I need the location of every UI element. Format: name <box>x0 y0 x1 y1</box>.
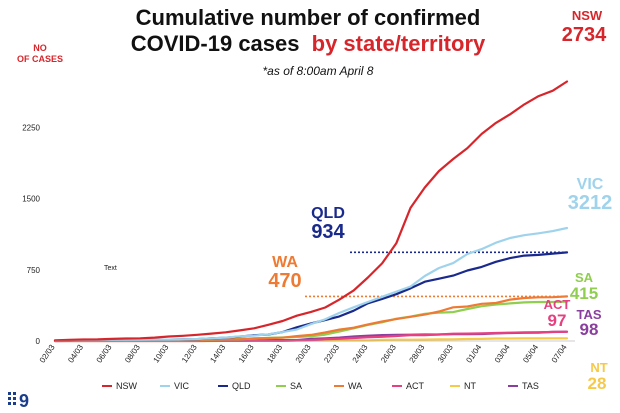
chart-title-line2-main: COVID-19 cases <box>131 31 300 56</box>
logo-text: 9 <box>19 391 29 411</box>
nine-network-icon: 9 <box>8 391 29 411</box>
x-tick-label: 28/03 <box>408 343 427 365</box>
annotation-nsw-name: NSW <box>572 8 603 23</box>
x-tick-label: 22/03 <box>322 343 341 365</box>
annotation-nsw-value: 2734 <box>562 24 607 46</box>
legend-label-nt: NT <box>464 381 476 391</box>
x-tick-label: 12/03 <box>180 343 199 365</box>
reference-lines <box>305 251 567 298</box>
annotation-nt-name: NT <box>590 360 607 375</box>
x-tick-label: 07/04 <box>550 343 569 365</box>
legend-label-tas: TAS <box>522 381 539 391</box>
y-tick-label: 0 <box>36 337 41 346</box>
legend-label-nsw: NSW <box>116 381 138 391</box>
annotation-tas-value: 98 <box>580 320 599 339</box>
legend-label-act: ACT <box>406 381 425 391</box>
x-tick-label: 14/03 <box>208 343 227 365</box>
annotation-qld-name: QLD <box>311 205 345 222</box>
annotation-vic-value: 3212 <box>568 192 613 214</box>
x-tick-label: 18/03 <box>265 343 284 365</box>
annotation-sa-name: SA <box>575 270 594 285</box>
chart-title-line2: COVID-19 cases by state/territory <box>131 31 486 56</box>
x-tick-label: 08/03 <box>123 343 142 365</box>
legend: NSW VIC QLD SA WA ACT NT TAS <box>102 381 539 391</box>
annotation-qld-value: 934 <box>311 221 345 243</box>
x-tick-label: 10/03 <box>152 343 171 365</box>
x-tick-label: 26/03 <box>379 343 398 365</box>
legend-label-vic: VIC <box>174 381 190 391</box>
annotation-vic-name: VIC <box>577 176 604 193</box>
y-axis-label-line2: OF CASES <box>17 54 63 64</box>
series-line-nsw <box>53 80 569 342</box>
legend-label-wa: WA <box>348 381 362 391</box>
chart-subtitle: *as of 8:00am April 8 <box>263 64 374 78</box>
x-tick-label: 20/03 <box>294 343 313 365</box>
x-tick-label: 24/03 <box>351 343 370 365</box>
x-tick-label: 30/03 <box>436 343 455 365</box>
y-axis-ticks: 0 750 1500 2250 <box>22 123 40 346</box>
y-tick-label: 1500 <box>22 195 40 204</box>
annotation-act-value: 97 <box>548 311 567 330</box>
x-tick-label: 02/03 <box>38 343 57 365</box>
legend-label-qld: QLD <box>232 381 251 391</box>
y-tick-label: 2250 <box>22 123 40 132</box>
annotation-wa-value: 470 <box>268 270 301 292</box>
annotation-wa-name: WA <box>272 254 298 271</box>
chart-title-accent: by state/territory <box>312 31 486 56</box>
x-axis-ticks: 02/03 04/03 06/03 08/03 10/03 12/03 14/03 16/03… <box>38 343 569 365</box>
x-tick-label: 16/03 <box>237 343 256 365</box>
x-tick-label: 04/03 <box>66 343 85 365</box>
x-tick-label: 01/04 <box>464 343 483 365</box>
annotation-nt-value: 28 <box>588 374 607 393</box>
y-tick-label: 750 <box>27 266 41 275</box>
series-line-vic <box>53 226 569 342</box>
x-tick-label: 06/03 <box>95 343 114 365</box>
chart-title-line1: Cumulative number of confirmed <box>136 5 481 30</box>
x-tick-label: 05/04 <box>521 343 540 365</box>
chart-note: Text <box>104 265 117 272</box>
x-tick-label: 03/04 <box>493 343 512 365</box>
y-axis-label-line1: NO <box>33 43 47 53</box>
annotation-tas-name: TAS <box>576 307 601 322</box>
annotation-sa-value: 415 <box>570 284 598 303</box>
annotation-act-name: ACT <box>544 297 571 312</box>
legend-label-sa: SA <box>290 381 302 391</box>
